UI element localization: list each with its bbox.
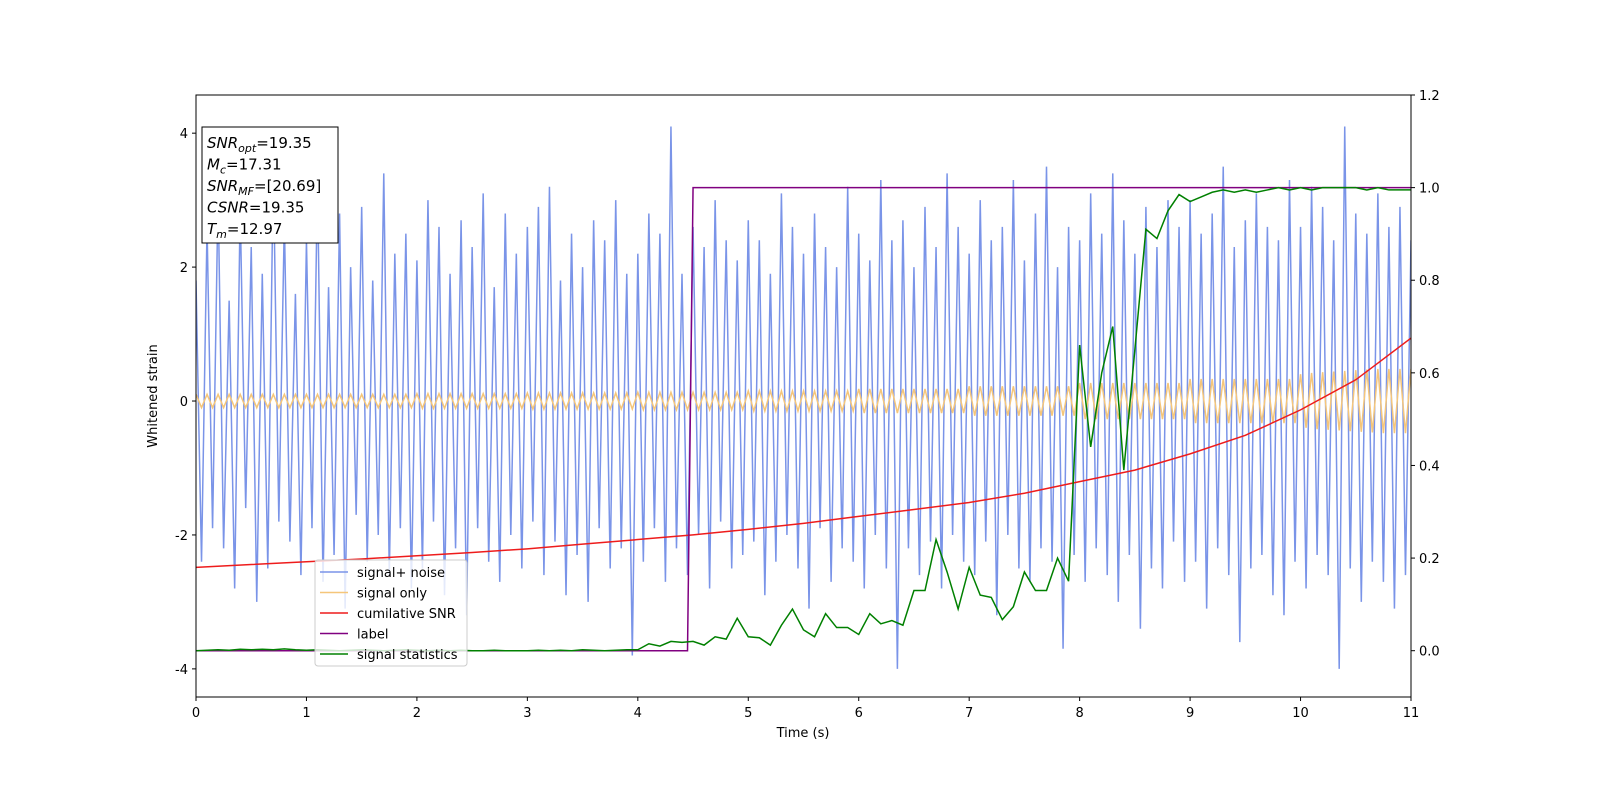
x-tick-label: 3 [523, 706, 531, 721]
y-tick-label: -4 [175, 663, 188, 678]
annotation-box: SNRopt=19.35Mc=17.31SNRMF=[20.69]CSNR=19… [201, 126, 339, 244]
annotation-subscript: c [220, 164, 226, 177]
legend: signal+ noise signal only cumilative SNR la… [314, 559, 468, 667]
y-tick-label: 2 [180, 261, 188, 276]
annotation-text: =17.31 [226, 156, 282, 174]
annotation-subscript: m [216, 228, 227, 241]
annotation-symbol: CSNR [207, 199, 249, 217]
plot-frame [195, 94, 1412, 698]
legend-label: signal statistics [357, 648, 458, 663]
y2-tick-label: 0.4 [1419, 459, 1440, 474]
x-tick-label: 4 [634, 706, 642, 721]
y2-tick-label: 0.0 [1419, 645, 1440, 660]
legend-label: label [357, 628, 388, 643]
y2-tick-label: 1.0 [1419, 182, 1440, 197]
x-tick-label: 5 [744, 706, 752, 721]
y-axis-label: Whitened strain [146, 344, 161, 447]
x-tick-label: 11 [1403, 706, 1420, 721]
series-line [196, 337, 1411, 569]
annotation-symbol: M [207, 156, 220, 174]
annotation-text: =19.35 [256, 134, 312, 152]
annotation-symbol: SNR [207, 134, 238, 152]
annotation-subscript: MF [238, 185, 254, 198]
annotation: CSNR=19.35 [207, 199, 304, 217]
x-axis-label: Time (s) [776, 726, 830, 741]
annotation: Tm=12.97 [207, 220, 282, 241]
annotation-text: =[20.69] [254, 177, 321, 195]
legend-label: cumilative SNR [357, 607, 456, 622]
y2-tick-label: 0.6 [1419, 367, 1440, 382]
x-tick-label: 6 [855, 706, 863, 721]
series-line [196, 126, 1411, 669]
annotation-text: =12.97 [227, 220, 283, 238]
annotation-symbol: SNR [207, 177, 238, 195]
x-tick-label: 0 [192, 706, 200, 721]
annotation: SNRMF=[20.69] [207, 177, 321, 198]
annotation: SNRopt=19.35 [207, 134, 312, 155]
annotation-symbol: T [207, 220, 218, 238]
x-tick-label: 1 [302, 706, 310, 721]
annotation-frame [201, 126, 339, 244]
legend-label: signal only [357, 587, 427, 602]
series-line [196, 368, 1411, 434]
y2-tick-label: 1.2 [1419, 89, 1440, 104]
y-tick-label: 4 [180, 127, 188, 142]
y2-tick-label: 0.8 [1419, 274, 1440, 289]
annotation: Mc=17.31 [207, 156, 282, 177]
annotation-subscript: opt [238, 142, 257, 155]
x-tick-label: 2 [413, 706, 421, 721]
x-tick-label: 10 [1292, 706, 1309, 721]
x-tick-label: 7 [965, 706, 973, 721]
legend-frame [314, 559, 468, 667]
y-tick-label: -2 [175, 529, 188, 544]
x-tick-label: 8 [1075, 706, 1083, 721]
legend-label: signal+ noise [357, 566, 445, 581]
y-tick-label: 0 [180, 395, 188, 410]
x-tick-label: 9 [1186, 706, 1194, 721]
y2-tick-label: 0.2 [1419, 552, 1440, 567]
annotation-text: =19.35 [249, 199, 305, 217]
